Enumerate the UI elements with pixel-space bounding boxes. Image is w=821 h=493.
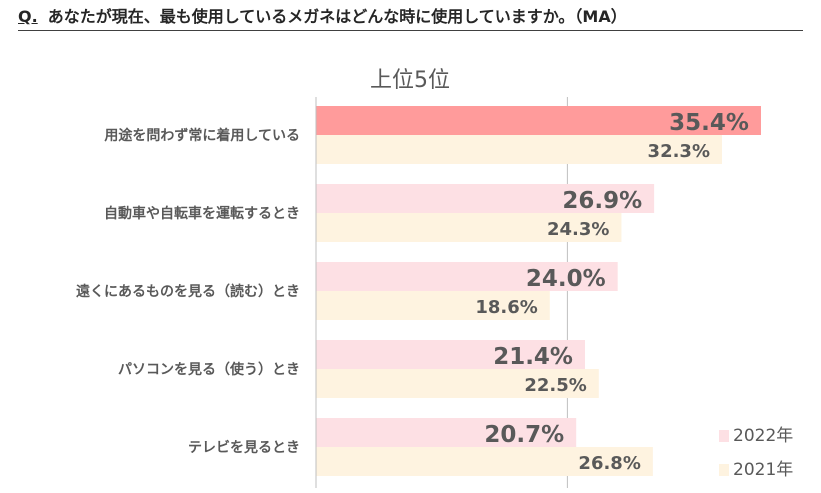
data-label-2021: 26.8% [578,453,640,474]
data-label-2021: 18.6% [475,297,537,318]
bar-2022 [316,262,618,291]
legend-swatch-2021 [719,464,729,476]
legend-label-2022: 2022年 [733,426,794,446]
legend-swatch-2022 [719,430,729,442]
category-label: 自動車や自転車を運転するとき [104,205,300,222]
legend-label-2021: 2021年 [733,460,794,480]
data-label-2021: 22.5% [524,375,586,396]
data-label-2021: 24.3% [547,219,609,240]
data-label-2022: 35.4% [669,110,749,136]
category-label: テレビを見るとき [188,440,300,456]
bar-2021 [316,213,622,242]
bar-2021 [316,291,550,320]
bar-2022 [316,418,577,447]
bar-2022 [316,106,761,135]
data-label-2021: 32.3% [648,141,710,162]
data-label-2022: 24.0% [526,266,606,292]
data-label-2022: 21.4% [493,344,573,370]
legend-item-2021: 2021年 [719,455,793,480]
question-text: あなたが現在、最も使用しているメガネはどんな時に使用していますか。（MA） [47,7,627,26]
data-label-2022: 20.7% [484,422,564,448]
category-label: 用途を問わず常に着用している [104,127,300,144]
question-marker: Q. [18,7,38,26]
category-label: パソコンを見る（使う）とき [118,361,300,378]
bar-2022 [316,340,585,369]
category-label: 遠くにあるものを見る（読む）とき [76,283,300,300]
question-header: Q. あなたが現在、最も使用しているメガネはどんな時に使用していますか。（MA） [18,6,803,31]
legend-item-2022: 2022年 [719,421,793,446]
chart-title: 上位5位 [370,68,450,93]
data-label-2022: 26.9% [562,188,642,214]
bar-2021 [316,369,599,398]
bar-2021 [316,447,653,476]
bar-2021 [316,135,723,164]
bar-2022 [316,184,655,213]
